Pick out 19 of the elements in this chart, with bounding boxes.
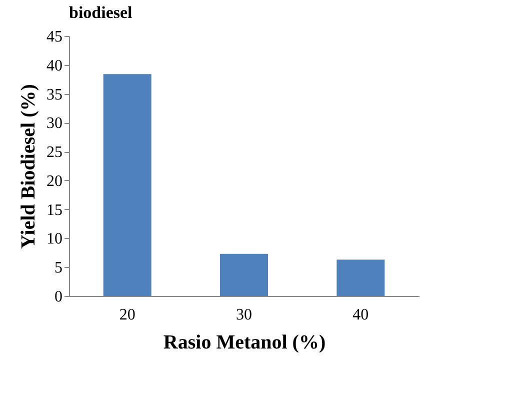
y-tick-label: 15: [46, 202, 62, 219]
y-tick-label: 35: [46, 86, 62, 104]
y-tick-label: 0: [54, 288, 62, 306]
y-tick-label: 10: [46, 230, 62, 248]
bar: [336, 260, 385, 296]
y-axis-title: Yield Biodiesel (%): [18, 84, 40, 249]
x-tick-label: 30: [236, 306, 252, 324]
y-tick-label: 30: [46, 115, 62, 132]
x-tick-label: 20: [119, 306, 136, 324]
bar: [103, 74, 152, 296]
y-tick-label: 40: [46, 57, 62, 74]
chart-title: biodiesel: [69, 3, 133, 22]
x-tick-label: 40: [352, 306, 369, 324]
y-tick-label: 45: [46, 28, 62, 46]
y-tick-label: 20: [46, 172, 62, 190]
y-tick-label: 5: [54, 260, 62, 277]
bar: [220, 254, 268, 296]
y-tick-label: 25: [46, 144, 62, 162]
x-axis-title: Rasio Metanol (%): [163, 332, 326, 354]
